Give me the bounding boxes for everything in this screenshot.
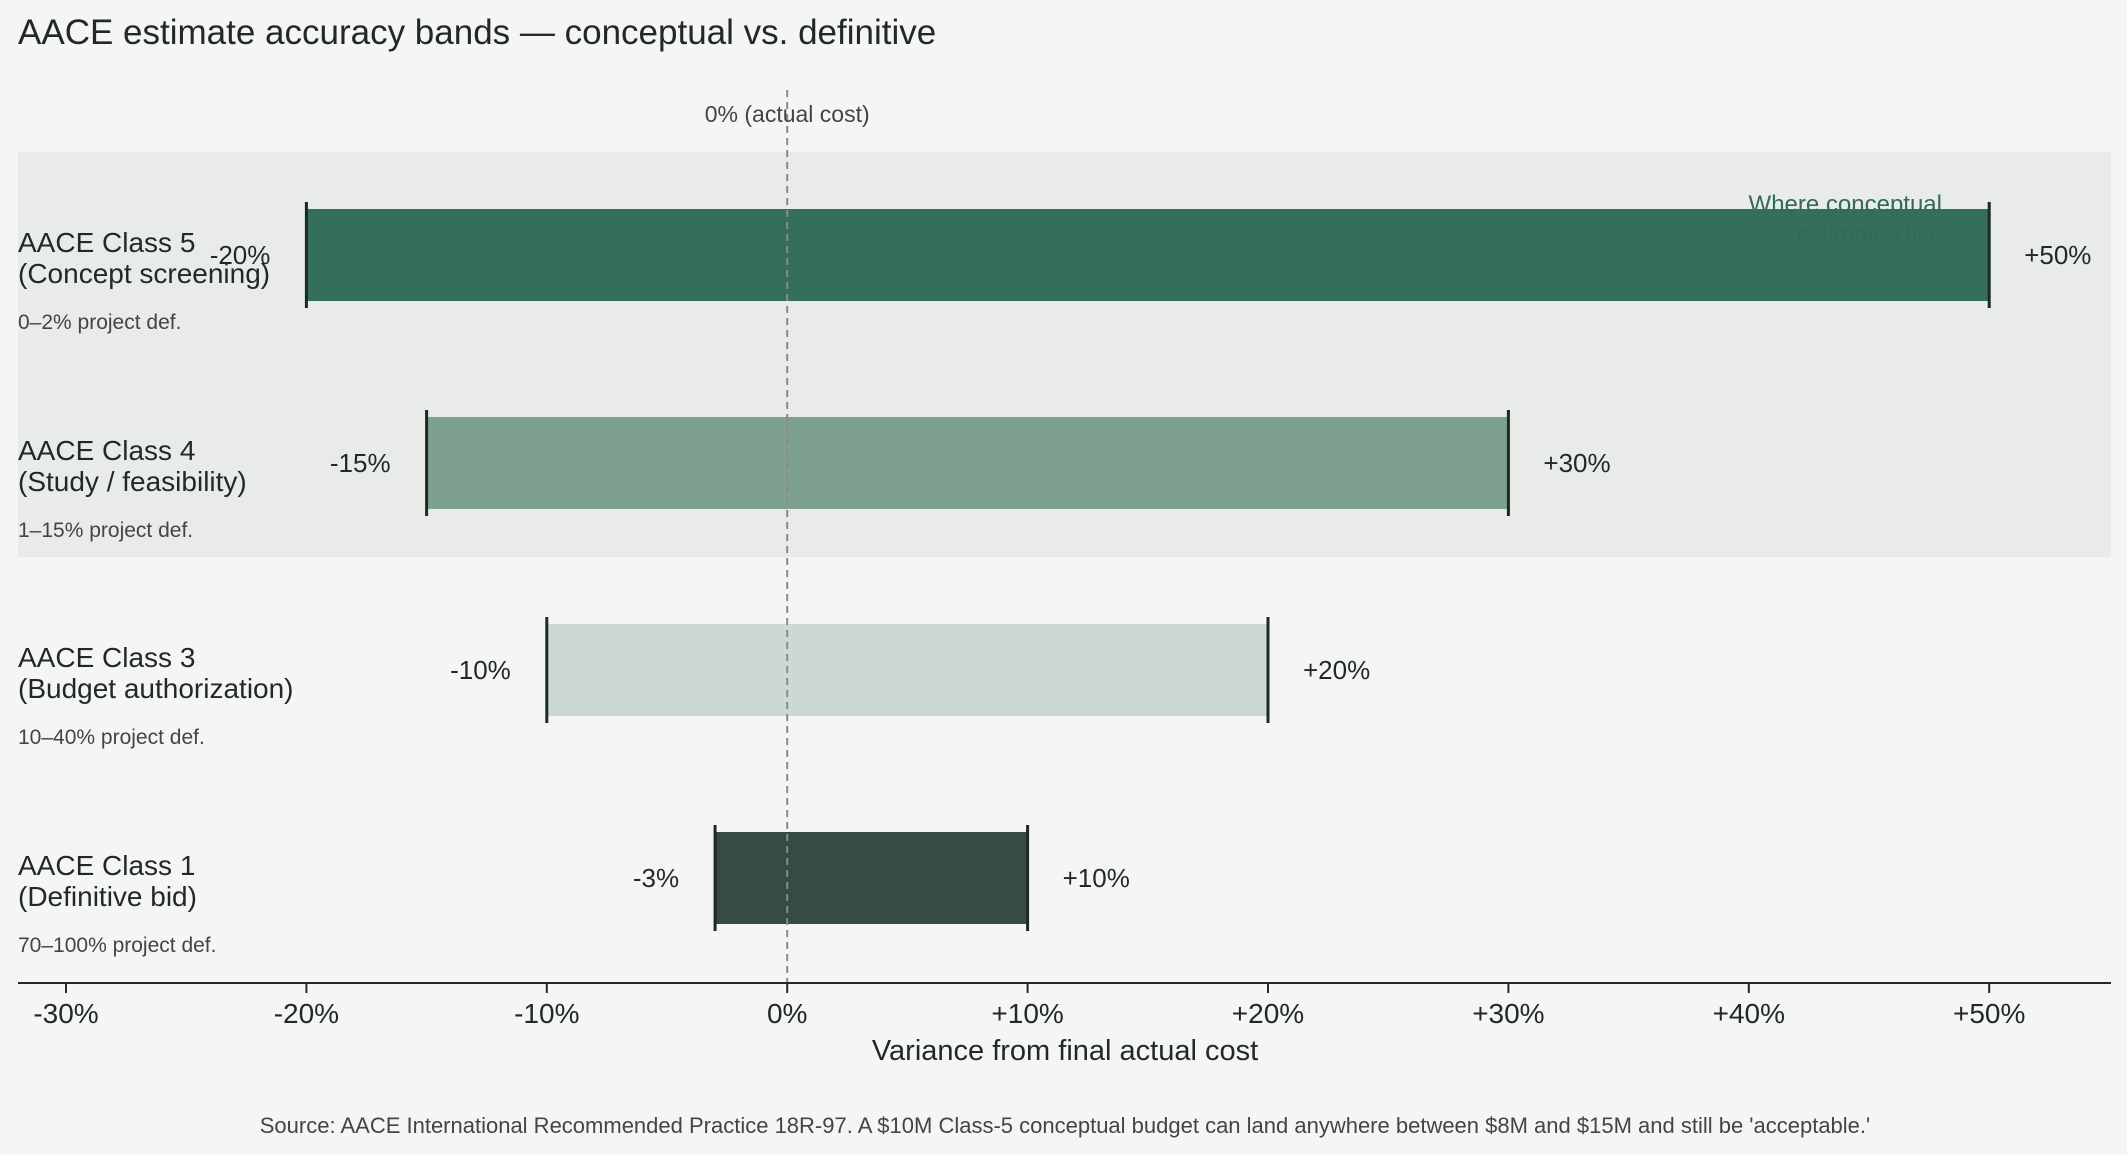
- highlight-annotation-line2: estimates live: [1797, 220, 1942, 247]
- x-tick-label: +10%: [991, 998, 1063, 1029]
- high-value-label: +30%: [1543, 448, 1610, 478]
- source-note: Source: AACE International Recommended P…: [260, 1113, 1870, 1138]
- category-detail: (Study / feasibility): [18, 466, 247, 497]
- low-value-label: -3%: [633, 863, 679, 893]
- x-tick-label: +50%: [1953, 998, 2025, 1029]
- x-tick-label: +40%: [1713, 998, 1785, 1029]
- highlight-annotation-line1: Where conceptual: [1749, 191, 1942, 218]
- low-value-label: -20%: [210, 240, 271, 270]
- range-bar: [546, 624, 1268, 716]
- category-definition: 70–100% project def.: [18, 934, 216, 957]
- category-definition: 1–15% project def.: [18, 519, 193, 542]
- chart-title: AACE estimate accuracy bands — conceptua…: [18, 13, 936, 52]
- x-tick-label: +20%: [1232, 998, 1304, 1029]
- x-tick-label: -20%: [274, 998, 339, 1029]
- high-value-label: +50%: [2024, 240, 2091, 270]
- category-name: AACE Class 4: [18, 435, 195, 466]
- category-detail: (Budget authorization): [18, 673, 294, 704]
- category-detail: (Concept screening): [18, 258, 270, 289]
- x-tick-label: -30%: [33, 998, 98, 1029]
- category-definition: 0–2% project def.: [18, 311, 181, 334]
- range-bar: [715, 832, 1028, 924]
- range-bar: [306, 209, 1990, 301]
- x-tick-label: +30%: [1472, 998, 1544, 1029]
- range-bar: [426, 417, 1509, 509]
- low-value-label: -10%: [450, 655, 511, 685]
- bars-layer: [304, 202, 1991, 931]
- x-axis-title: Variance from final actual cost: [872, 1035, 1258, 1067]
- category-name: AACE Class 3: [18, 642, 195, 673]
- category-name: AACE Class 1: [18, 850, 195, 881]
- high-value-label: +20%: [1303, 655, 1370, 685]
- labels-layer: -20% +50% AACE Class 5(Concept screening) 0…: [18, 227, 2091, 957]
- x-axis-ticks: -30% -20% -10% 0% +10% +20% +30% +40% +50%: [33, 983, 2025, 1029]
- high-value-label: +10%: [1063, 863, 1130, 893]
- category-detail: (Definitive bid): [18, 881, 197, 912]
- low-value-label: -15%: [330, 448, 391, 478]
- zero-reference-label: 0% (actual cost): [705, 101, 870, 127]
- category-definition: 10–40% project def.: [18, 726, 205, 749]
- x-tick-label: 0%: [767, 998, 807, 1029]
- category-name: AACE Class 5: [18, 227, 195, 258]
- x-tick-label: -10%: [514, 998, 579, 1029]
